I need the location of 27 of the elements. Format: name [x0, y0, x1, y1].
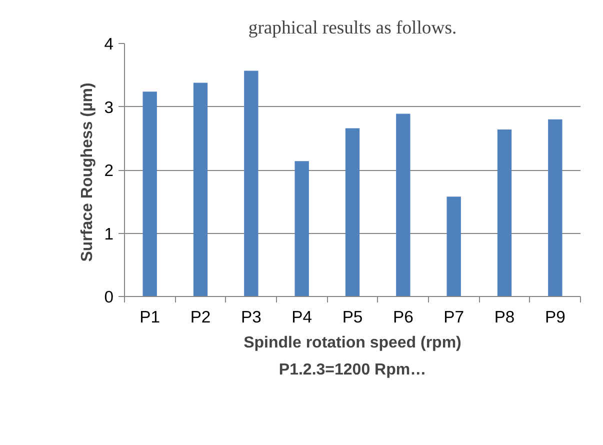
text: graphical results as follows.	[248, 18, 457, 38]
x-tick-label: P5	[342, 308, 363, 326]
bar	[294, 161, 309, 296]
x-tick-label: P4	[292, 308, 312, 326]
x-tick-label: P8	[494, 308, 515, 326]
y-tick-label: 1	[104, 224, 114, 244]
bar	[244, 70, 258, 296]
x-axis-title: Spindle rotation speed (rpm)	[244, 334, 462, 352]
bar	[142, 92, 157, 296]
x-tick-label: P1	[140, 308, 160, 326]
y-tick-label: 2	[104, 161, 114, 180]
x-tick-label: P9	[544, 308, 566, 326]
y-axis-title: Surface Roughess (µm)	[79, 82, 96, 262]
bar	[497, 130, 512, 296]
bar	[548, 119, 562, 296]
y-tick-label: 4	[104, 34, 114, 54]
x-tick-label: P7	[444, 308, 464, 326]
bar	[345, 128, 360, 296]
x-tick-label: P3	[240, 308, 262, 326]
text: P1.2.3=1200 Rpm…	[278, 362, 426, 378]
bar	[193, 82, 208, 296]
x-tick-label: P6	[392, 308, 414, 326]
y-tick-label: 0	[104, 288, 114, 306]
bar	[446, 196, 461, 296]
bar	[396, 114, 410, 296]
y-tick-label: 3	[104, 98, 114, 117]
x-tick-label: P2	[190, 308, 211, 326]
